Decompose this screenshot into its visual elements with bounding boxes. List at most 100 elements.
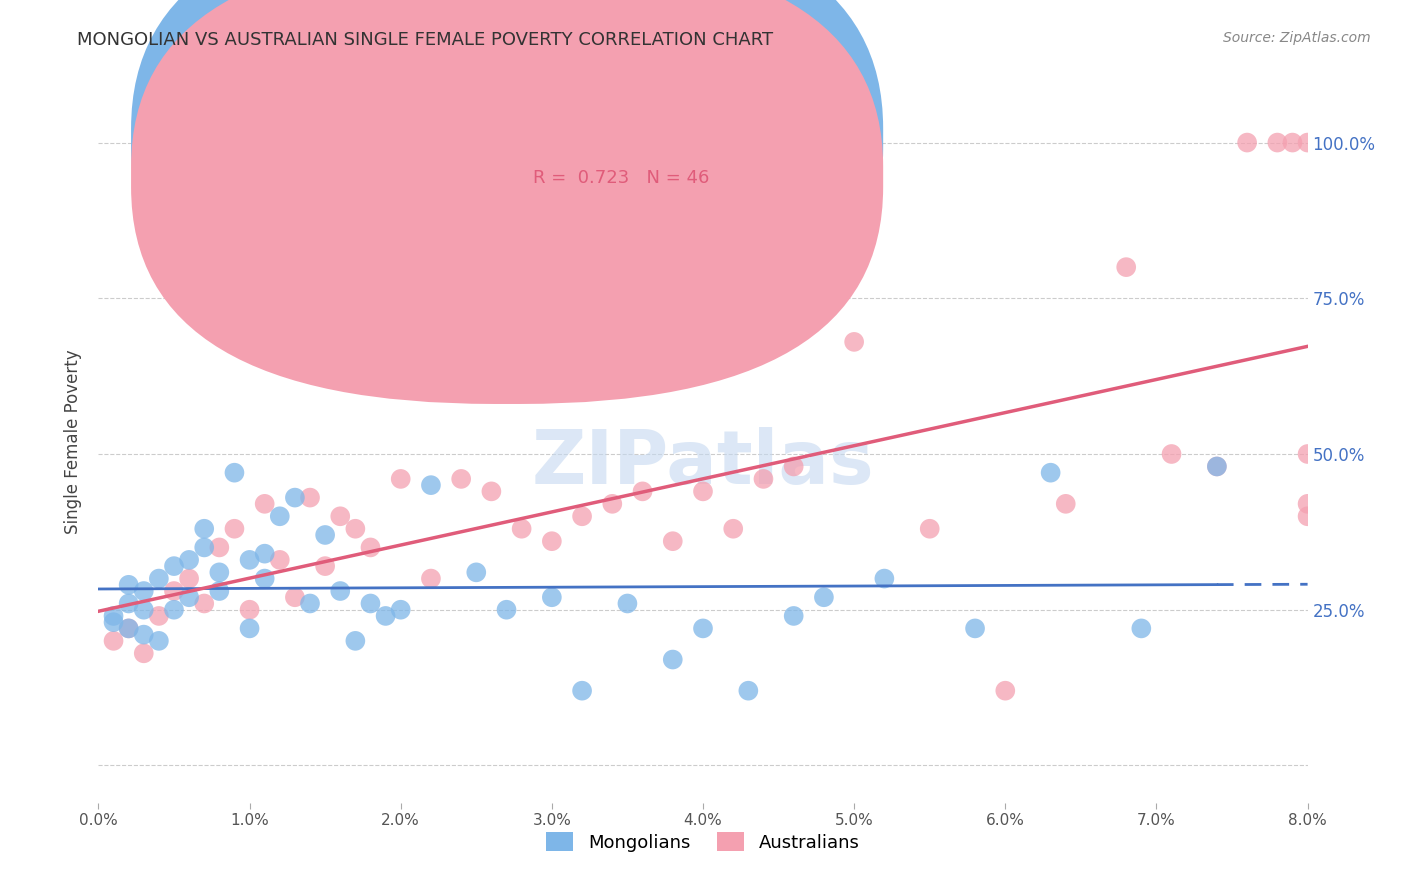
- Point: [329, 584, 352, 599]
- Point: [253, 497, 276, 511]
- Point: [420, 572, 443, 586]
- Point: [284, 591, 307, 605]
- Point: [1267, 136, 1289, 150]
- Point: [103, 633, 125, 648]
- Point: [360, 541, 382, 555]
- Y-axis label: Single Female Poverty: Single Female Poverty: [65, 350, 83, 533]
- Point: [179, 591, 201, 605]
- Point: [239, 553, 262, 567]
- Point: [179, 553, 201, 567]
- Point: [118, 597, 141, 611]
- Point: [208, 566, 231, 580]
- Point: [314, 559, 336, 574]
- Point: [723, 522, 745, 536]
- Point: [1039, 466, 1062, 480]
- Point: [1281, 136, 1303, 150]
- Point: [450, 472, 472, 486]
- Point: [420, 478, 443, 492]
- Point: [148, 633, 170, 648]
- Point: [631, 484, 654, 499]
- Point: [284, 491, 307, 505]
- Point: [495, 603, 517, 617]
- Point: [510, 522, 533, 536]
- Point: [540, 591, 562, 605]
- FancyBboxPatch shape: [479, 105, 776, 203]
- Point: [118, 621, 141, 635]
- Point: [132, 584, 155, 599]
- Point: [163, 603, 186, 617]
- Point: [389, 603, 412, 617]
- Point: [253, 547, 276, 561]
- Point: [1160, 447, 1182, 461]
- Point: [1236, 136, 1258, 150]
- Point: [918, 522, 941, 536]
- Point: [1206, 459, 1229, 474]
- Point: [344, 633, 367, 648]
- Point: [118, 621, 141, 635]
- Point: [1296, 497, 1319, 511]
- Point: [965, 621, 987, 635]
- Point: [163, 559, 186, 574]
- FancyBboxPatch shape: [131, 0, 883, 404]
- Point: [844, 334, 866, 349]
- Point: [239, 621, 262, 635]
- Point: [329, 509, 352, 524]
- Point: [344, 522, 367, 536]
- Point: [873, 572, 896, 586]
- Point: [571, 683, 593, 698]
- Point: [299, 597, 322, 611]
- Point: [148, 572, 170, 586]
- Point: [1054, 497, 1077, 511]
- Text: MONGOLIAN VS AUSTRALIAN SINGLE FEMALE POVERTY CORRELATION CHART: MONGOLIAN VS AUSTRALIAN SINGLE FEMALE PO…: [77, 31, 773, 49]
- Point: [269, 509, 291, 524]
- Point: [253, 572, 276, 586]
- Point: [132, 603, 155, 617]
- Point: [692, 484, 714, 499]
- Point: [540, 534, 562, 549]
- Point: [783, 459, 806, 474]
- Point: [1206, 459, 1229, 474]
- Point: [239, 603, 262, 617]
- Point: [148, 609, 170, 624]
- Point: [616, 597, 638, 611]
- Point: [1296, 447, 1319, 461]
- Point: [737, 683, 759, 698]
- Point: [661, 652, 683, 666]
- Point: [571, 509, 593, 524]
- Point: [465, 566, 488, 580]
- Point: [224, 466, 246, 480]
- Point: [208, 584, 231, 599]
- Point: [360, 597, 382, 611]
- FancyBboxPatch shape: [131, 0, 883, 366]
- Legend: Mongolians, Australians: Mongolians, Australians: [538, 825, 868, 859]
- Point: [374, 609, 396, 624]
- Point: [602, 497, 624, 511]
- Point: [661, 534, 683, 549]
- Point: [103, 615, 125, 630]
- Point: [208, 541, 231, 555]
- Point: [132, 646, 155, 660]
- Text: R =  0.723   N = 46: R = 0.723 N = 46: [533, 169, 709, 186]
- Point: [1115, 260, 1137, 274]
- Point: [1296, 509, 1319, 524]
- Point: [193, 541, 215, 555]
- Point: [224, 522, 246, 536]
- Point: [752, 472, 775, 486]
- Text: Source: ZipAtlas.com: Source: ZipAtlas.com: [1223, 31, 1371, 45]
- Point: [132, 627, 155, 641]
- Text: R =  0.114   N = 48: R = 0.114 N = 48: [533, 130, 709, 149]
- Point: [692, 621, 714, 635]
- Point: [1130, 621, 1153, 635]
- Point: [481, 484, 503, 499]
- Point: [314, 528, 336, 542]
- Point: [163, 584, 186, 599]
- Point: [193, 597, 215, 611]
- Point: [193, 522, 215, 536]
- Point: [118, 578, 141, 592]
- Text: ZIPatlas: ZIPatlas: [531, 426, 875, 500]
- Point: [103, 609, 125, 624]
- Point: [783, 609, 806, 624]
- Point: [813, 591, 835, 605]
- Point: [299, 491, 322, 505]
- Point: [269, 553, 291, 567]
